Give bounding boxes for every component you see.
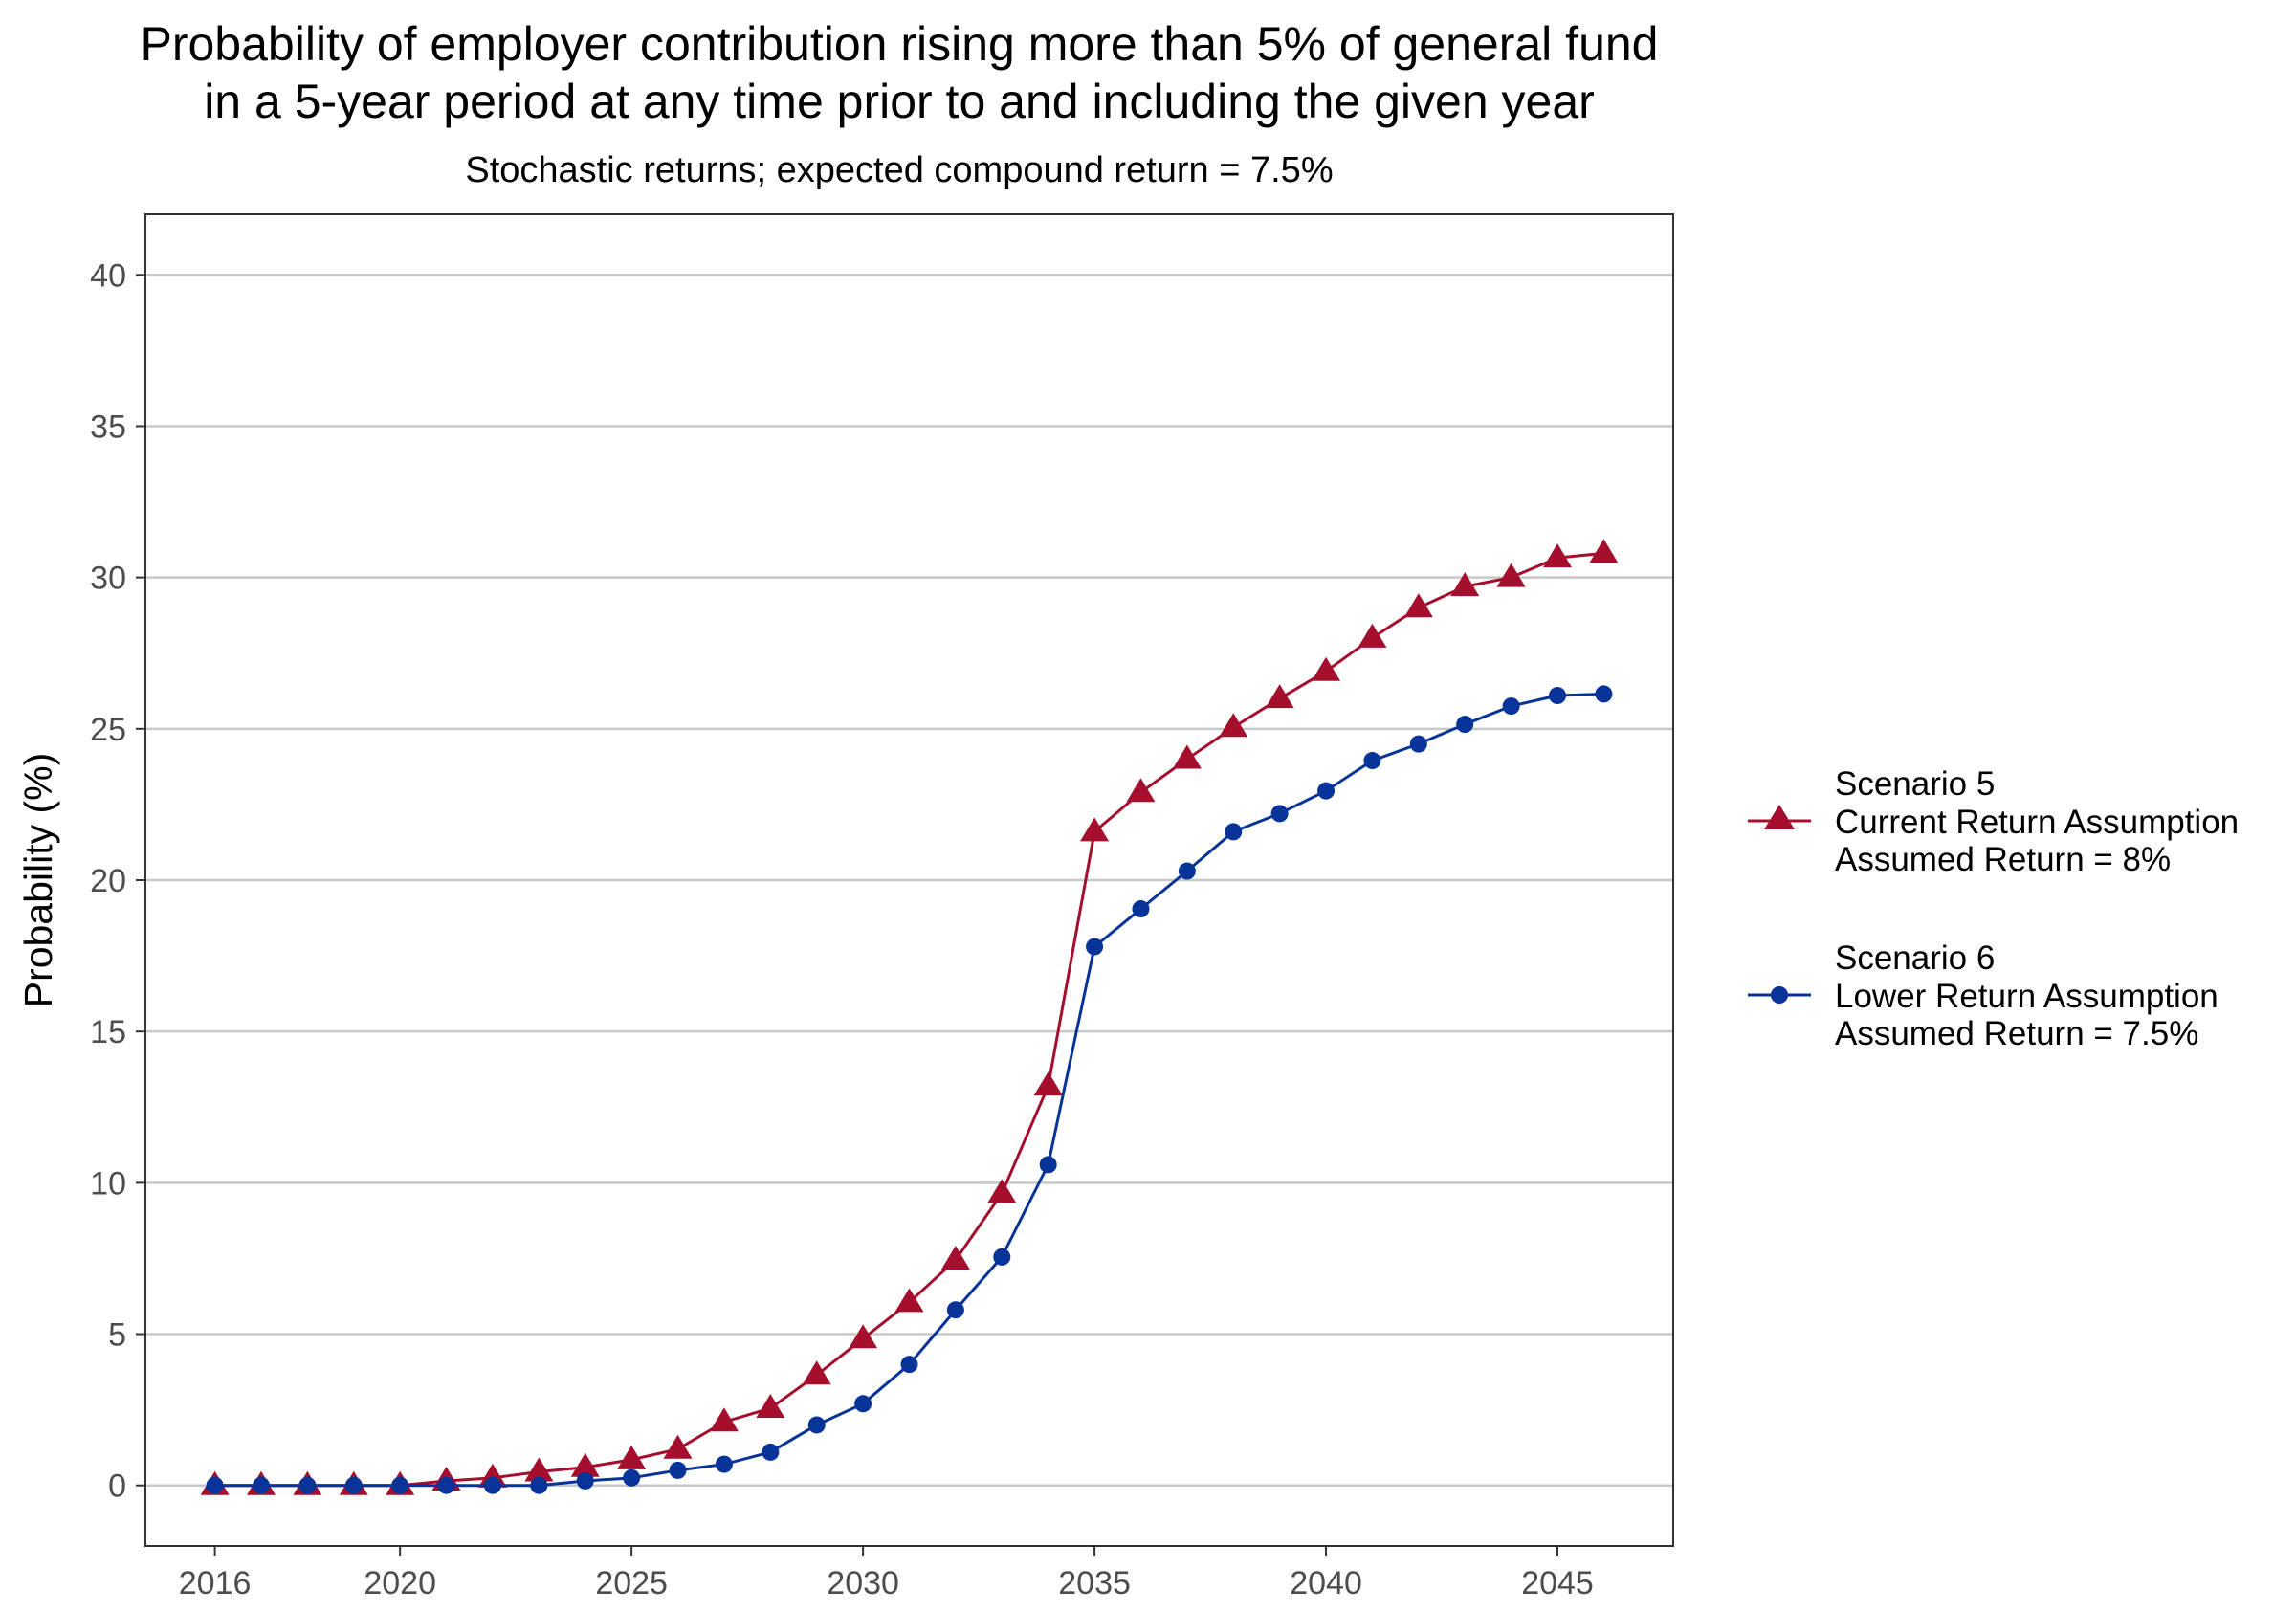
chart-title-line-2: in a 5-year period at any time prior to …: [204, 75, 1595, 128]
data-point-triangle: [1450, 572, 1480, 597]
data-point-triangle: [1589, 539, 1619, 563]
series-scenario-5: [200, 539, 1619, 1495]
data-point-circle: [1595, 685, 1613, 703]
data-point-circle: [623, 1468, 641, 1487]
data-point-circle: [1502, 697, 1520, 716]
data-point-circle: [344, 1476, 363, 1494]
data-point-circle: [1363, 752, 1381, 770]
data-point-circle: [391, 1476, 409, 1494]
data-point-triangle: [709, 1407, 739, 1432]
data-point-triangle: [1219, 713, 1248, 738]
data-point-circle: [1225, 823, 1243, 841]
data-point-circle: [1456, 716, 1474, 734]
y-axis-title: Probability (%): [16, 753, 60, 1008]
series-layer: [200, 539, 1619, 1495]
data-point-circle: [437, 1476, 455, 1494]
data-point-circle: [1132, 900, 1150, 918]
data-point-circle: [1409, 735, 1427, 753]
data-point-circle: [1039, 1156, 1057, 1174]
data-point-triangle: [756, 1394, 785, 1419]
x-tick-label: 2030: [827, 1565, 899, 1601]
legend-label-scenario-5-line-2: Current Return Assumption: [1835, 804, 2239, 841]
data-point-circle: [576, 1471, 594, 1490]
gridlines: [145, 274, 1673, 1487]
data-point-triangle: [1496, 563, 1526, 587]
legend-label-scenario-5-line-1: Scenario 5: [1835, 765, 1995, 803]
data-point-circle: [1270, 805, 1289, 823]
x-tick-label: 2035: [1058, 1565, 1131, 1601]
y-tick-label: 0: [108, 1468, 126, 1505]
data-point-triangle: [1312, 656, 1341, 681]
legend-label-scenario-6-line-3: Assumed Return = 7.5%: [1835, 1015, 2198, 1052]
legend: Scenario 5 Current Return Assumption Ass…: [1748, 765, 2239, 1052]
y-tick-label: 30: [90, 561, 126, 597]
y-axis: 0 5 10 15 20 25 30 35 40: [90, 257, 145, 1505]
data-point-triangle: [524, 1457, 554, 1482]
data-point-circle: [715, 1455, 733, 1473]
chart-title-line-1: Probability of employer contribution ris…: [141, 17, 1659, 71]
x-tick-label: 2020: [364, 1565, 436, 1601]
legend-item-scenario-6: Scenario 6 Lower Return Assumption Assum…: [1748, 939, 2219, 1052]
data-point-triangle: [1172, 744, 1202, 769]
y-tick-label: 35: [90, 409, 126, 445]
data-point-triangle: [663, 1434, 693, 1459]
data-point-circle: [900, 1356, 918, 1374]
chart-subtitle: Stochastic returns; expected compound re…: [465, 150, 1333, 190]
data-point-triangle: [802, 1360, 831, 1385]
data-point-triangle: [570, 1452, 600, 1477]
legend-label-scenario-6-line-1: Scenario 6: [1835, 939, 1995, 977]
data-point-circle: [854, 1395, 872, 1413]
data-point-circle: [530, 1476, 548, 1494]
data-point-circle: [206, 1476, 224, 1494]
legend-marker-triangle-icon: [1764, 805, 1795, 829]
data-point-circle: [993, 1248, 1011, 1266]
legend-item-scenario-5: Scenario 5 Current Return Assumption Ass…: [1748, 765, 2239, 878]
y-tick-label: 40: [90, 257, 126, 294]
series-line: [214, 551, 1604, 1488]
data-point-triangle: [987, 1179, 1017, 1203]
data-point-triangle: [1080, 817, 1110, 842]
data-point-triangle: [1033, 1071, 1063, 1096]
data-point-circle: [1317, 782, 1336, 800]
x-tick-label: 2040: [1290, 1565, 1362, 1601]
data-point-circle: [946, 1301, 964, 1319]
y-tick-label: 20: [90, 863, 126, 899]
x-tick-label: 2045: [1521, 1565, 1594, 1601]
data-point-triangle: [1126, 778, 1156, 803]
data-point-triangle: [940, 1246, 970, 1270]
data-point-circle: [1086, 938, 1104, 956]
legend-label-scenario-6-line-2: Lower Return Assumption: [1835, 978, 2219, 1015]
x-tick-label: 2025: [595, 1565, 668, 1601]
data-point-triangle: [1265, 684, 1294, 709]
x-axis: 2016 2020 2025 2030 2035 2040 2045: [179, 1546, 1594, 1601]
data-point-circle: [762, 1443, 780, 1461]
data-point-circle: [807, 1416, 826, 1434]
data-point-circle: [1178, 862, 1196, 880]
legend-label-scenario-5-line-3: Assumed Return = 8%: [1835, 841, 2171, 878]
data-point-circle: [483, 1476, 501, 1494]
y-tick-label: 10: [90, 1165, 126, 1202]
data-point-triangle: [1403, 593, 1433, 618]
data-point-triangle: [849, 1324, 878, 1349]
y-tick-label: 5: [108, 1317, 126, 1354]
y-tick-label: 25: [90, 712, 126, 748]
data-point-circle: [298, 1476, 317, 1494]
data-point-circle: [252, 1476, 270, 1494]
legend-marker-circle-icon: [1771, 986, 1788, 1004]
data-point-triangle: [1358, 623, 1387, 648]
series-scenario-6: [206, 685, 1613, 1494]
x-tick-label: 2016: [179, 1565, 252, 1601]
data-point-triangle: [617, 1445, 647, 1469]
data-point-triangle: [894, 1288, 924, 1313]
data-point-circle: [669, 1461, 687, 1479]
data-point-circle: [1549, 687, 1567, 705]
data-point-triangle: [1543, 543, 1573, 568]
y-tick-label: 15: [90, 1014, 126, 1050]
